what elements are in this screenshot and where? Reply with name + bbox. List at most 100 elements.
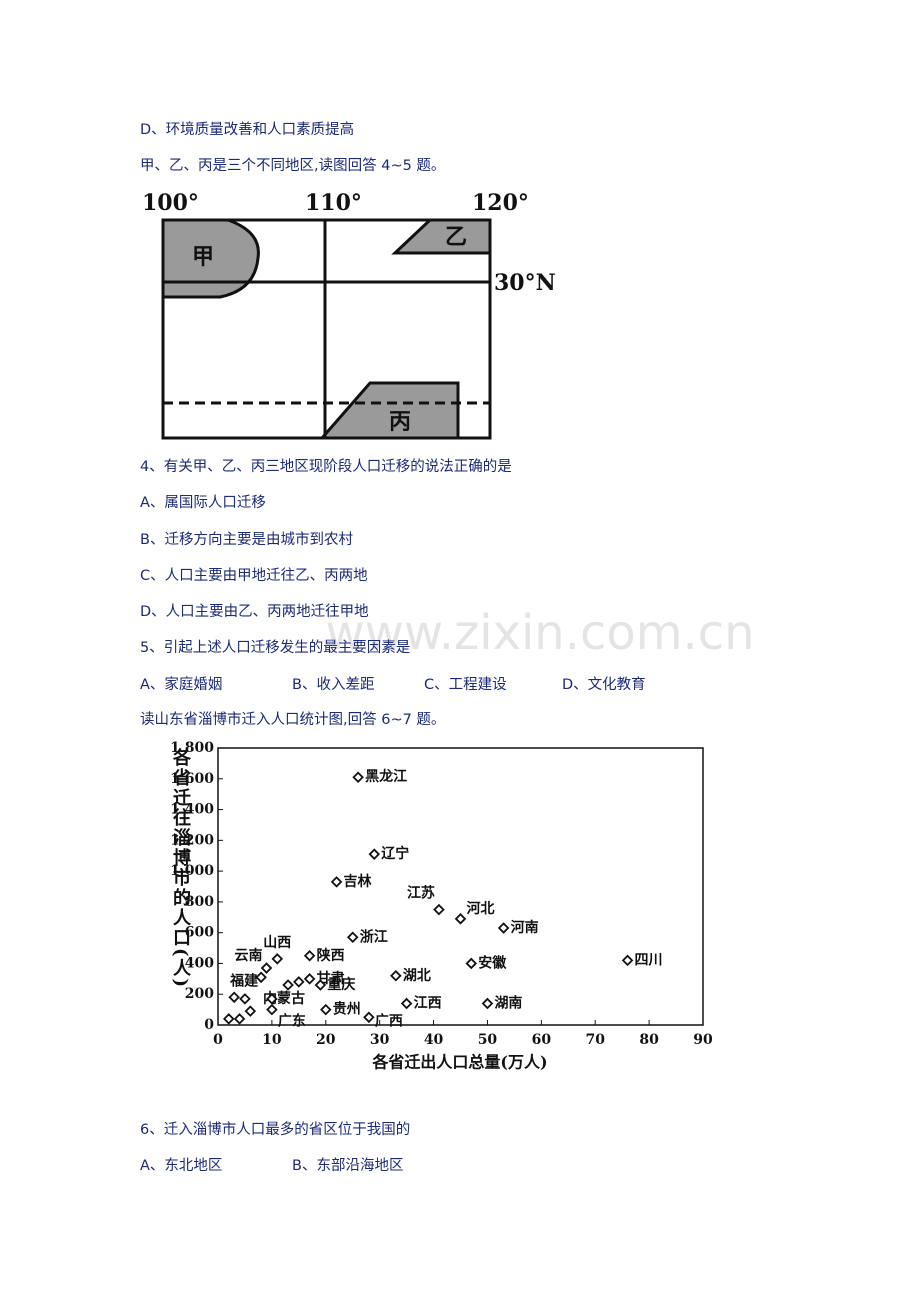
point-label: 吉林: [344, 873, 372, 890]
point-label: 湖北: [403, 968, 431, 984]
x-tick-label: 40: [424, 1032, 444, 1048]
point: [352, 771, 364, 784]
option: B、东部沿海地区: [292, 1157, 403, 1174]
longitude-label: 120°: [472, 190, 529, 216]
point: [330, 876, 343, 888]
point: [282, 979, 294, 991]
point: [223, 1013, 235, 1025]
point-label: 黑龙江: [365, 768, 407, 785]
point-label: 山西: [263, 935, 291, 951]
point: [481, 997, 494, 1010]
point: [400, 997, 413, 1010]
point: [271, 953, 284, 965]
region-yi: [391, 218, 492, 255]
option: B、迁移方向主要是由城市到农村: [140, 531, 353, 548]
point: [346, 931, 359, 944]
scatter-chart: 0 10 20 30 40 50 60 70 80 90 0 200 400 600 800 1 000 1 2…: [170, 740, 713, 1048]
point-label: 广东: [278, 1013, 306, 1030]
y-tick-label: 200: [185, 986, 214, 1002]
point: [621, 954, 634, 967]
point-label: 湖南: [494, 994, 522, 1011]
option: A、家庭婚姻: [140, 676, 222, 693]
y-tick-label: 1 800: [170, 740, 214, 756]
point: [244, 1005, 257, 1017]
y-tick-label: 400: [185, 955, 214, 971]
y-tick-label: 600: [185, 925, 214, 941]
point: [497, 922, 510, 934]
question: 6、迁入淄博市人口最多的省区位于我国的: [140, 1121, 410, 1138]
point: [266, 1003, 278, 1016]
y-tick-label: 1 000: [170, 863, 214, 879]
point-label: 福建: [229, 972, 258, 989]
point: [465, 957, 478, 970]
line: D、环境质量改善和人口素质提高: [140, 120, 354, 138]
question: 5、引起上述人口迁移发生的最主要因素是: [140, 639, 410, 656]
y-axis-label: 各省迁往淄博市的人口(人): [170, 747, 192, 989]
point-label: 陕西: [317, 947, 345, 964]
option: A、东北地区: [140, 1157, 222, 1174]
point: [228, 991, 240, 1004]
option: C、工程建设: [424, 676, 507, 693]
x-tick-label: 10: [262, 1032, 282, 1048]
point: [239, 993, 251, 1005]
option: B、收入差距: [292, 676, 374, 693]
y-tick-label: 1 600: [170, 771, 214, 787]
plot-frame: [217, 747, 704, 1026]
point-label: 广西: [375, 1012, 403, 1029]
watermark: www.zixin.com.cn: [325, 605, 754, 661]
point-label: 四川: [635, 952, 663, 968]
point-label: 江苏: [407, 885, 435, 902]
point: [293, 976, 305, 988]
point: [303, 949, 316, 962]
point-label: 辽宁: [381, 845, 409, 862]
point: [363, 1011, 375, 1024]
point: [255, 971, 267, 984]
x-tick-label: 60: [532, 1032, 552, 1048]
point: [314, 979, 327, 991]
region-label: 乙: [445, 224, 467, 250]
x-tick-label: 20: [316, 1032, 336, 1048]
y-tick-label: 800: [185, 894, 214, 910]
option: D、人口主要由乙、丙两地迁往甲地: [140, 603, 369, 620]
y-tick-label: 1 200: [170, 832, 214, 848]
x-tick-label: 30: [370, 1032, 390, 1048]
region-jia: [161, 218, 260, 299]
region-label: 丙: [389, 409, 411, 435]
option: A、属国际人口迁移: [140, 494, 266, 511]
point-label: 浙江: [360, 928, 388, 945]
line: 读山东省淄博市迁入人口统计图,回答 6~7 题。: [140, 711, 445, 728]
point-label: 河北: [467, 900, 495, 917]
latitude-label: 30°N: [494, 270, 556, 296]
point: [368, 848, 381, 860]
point-label: 贵州: [333, 1001, 361, 1018]
point-label: 重庆: [327, 976, 355, 993]
x-tick-label: 80: [639, 1032, 659, 1048]
x-tick-label: 90: [693, 1032, 713, 1048]
y-tick-label: 1 400: [170, 802, 214, 818]
point: [454, 913, 467, 925]
point-label: 河南: [511, 919, 539, 936]
point: [303, 973, 316, 985]
x-axis-label: 各省迁出人口总量(万人): [371, 1053, 547, 1072]
longitude-label: 110°: [305, 190, 362, 216]
x-tick-label: 0: [213, 1032, 223, 1048]
point: [433, 903, 445, 916]
point: [320, 1003, 332, 1016]
longitude-label: 100°: [142, 190, 199, 216]
point: [390, 969, 402, 982]
point-label: 云南: [235, 947, 263, 964]
point: [266, 993, 278, 1005]
question: 4、有关甲、乙、丙三地区现阶段人口迁移的说法正确的是: [140, 458, 512, 475]
point-label: 江西: [414, 994, 442, 1011]
point: [233, 1013, 246, 1025]
line: 甲、乙、丙是三个不同地区,读图回答 4~5 题。: [140, 157, 445, 174]
region-label: 甲: [192, 244, 214, 270]
point: [260, 962, 273, 974]
x-tick-label: 70: [585, 1032, 605, 1048]
x-tick-label: 50: [478, 1032, 498, 1048]
y-tick-label: 0: [204, 1017, 214, 1033]
point-label: 安徽: [478, 954, 507, 971]
option: D、文化教育: [562, 676, 646, 693]
option: C、人口主要由甲地迁往乙、丙两地: [140, 567, 368, 584]
